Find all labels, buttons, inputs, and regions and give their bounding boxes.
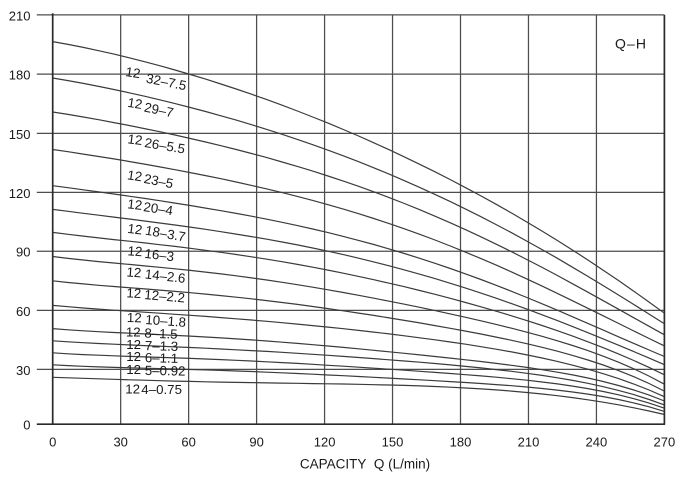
svg-text:240: 240 xyxy=(586,435,608,450)
svg-text:12: 12 xyxy=(126,337,141,352)
svg-text:30: 30 xyxy=(113,435,127,450)
svg-text:120: 120 xyxy=(314,435,336,450)
svg-text:270: 270 xyxy=(654,435,676,450)
svg-text:12–2.2: 12–2.2 xyxy=(144,287,186,305)
svg-text:60: 60 xyxy=(181,435,195,450)
svg-text:30: 30 xyxy=(16,363,30,378)
svg-text:210: 210 xyxy=(9,8,31,23)
svg-text:12: 12 xyxy=(127,131,144,148)
svg-text:12: 12 xyxy=(125,64,142,81)
svg-text:12: 12 xyxy=(127,221,144,238)
svg-text:12: 12 xyxy=(126,167,143,184)
svg-text:90: 90 xyxy=(249,435,263,450)
svg-text:60: 60 xyxy=(16,304,30,319)
svg-text:150: 150 xyxy=(382,435,404,450)
svg-text:12: 12 xyxy=(127,243,143,259)
svg-text:5–0.92: 5–0.92 xyxy=(145,363,186,379)
svg-text:150: 150 xyxy=(9,127,31,142)
svg-text:6–1.1: 6–1.1 xyxy=(145,350,179,366)
svg-text:16–3: 16–3 xyxy=(144,246,175,264)
svg-text:20–4: 20–4 xyxy=(142,199,173,218)
svg-text:180: 180 xyxy=(450,435,472,450)
svg-text:12: 12 xyxy=(127,310,142,325)
svg-text:18–3.7: 18–3.7 xyxy=(144,223,187,245)
svg-text:12: 12 xyxy=(126,264,142,280)
svg-text:12: 12 xyxy=(127,95,144,112)
svg-text:12: 12 xyxy=(127,196,143,212)
svg-text:29–7: 29–7 xyxy=(143,100,175,121)
svg-text:23–5: 23–5 xyxy=(143,171,175,191)
svg-text:0: 0 xyxy=(23,418,30,433)
svg-text:10–1.8: 10–1.8 xyxy=(145,312,187,330)
svg-text:12: 12 xyxy=(125,382,140,397)
svg-text:12: 12 xyxy=(126,362,141,377)
svg-text:26–5.5: 26–5.5 xyxy=(144,135,187,157)
svg-text:4–0.75: 4–0.75 xyxy=(141,382,182,397)
svg-text:120: 120 xyxy=(9,186,31,201)
svg-text:210: 210 xyxy=(518,435,540,450)
svg-text:12: 12 xyxy=(126,325,141,340)
svg-text:0: 0 xyxy=(49,435,56,450)
svg-text:14–2.6: 14–2.6 xyxy=(144,266,186,286)
svg-text:180: 180 xyxy=(9,68,31,83)
svg-text:90: 90 xyxy=(16,245,30,260)
svg-text:8–1.5: 8–1.5 xyxy=(144,326,178,342)
svg-text:12: 12 xyxy=(126,285,141,301)
svg-text:7–1.3: 7–1.3 xyxy=(145,338,179,354)
svg-text:Q–H: Q–H xyxy=(615,36,647,52)
svg-text:CAPACITY Q (L/min): CAPACITY Q (L/min) xyxy=(300,457,430,472)
svg-text:12: 12 xyxy=(126,349,141,364)
